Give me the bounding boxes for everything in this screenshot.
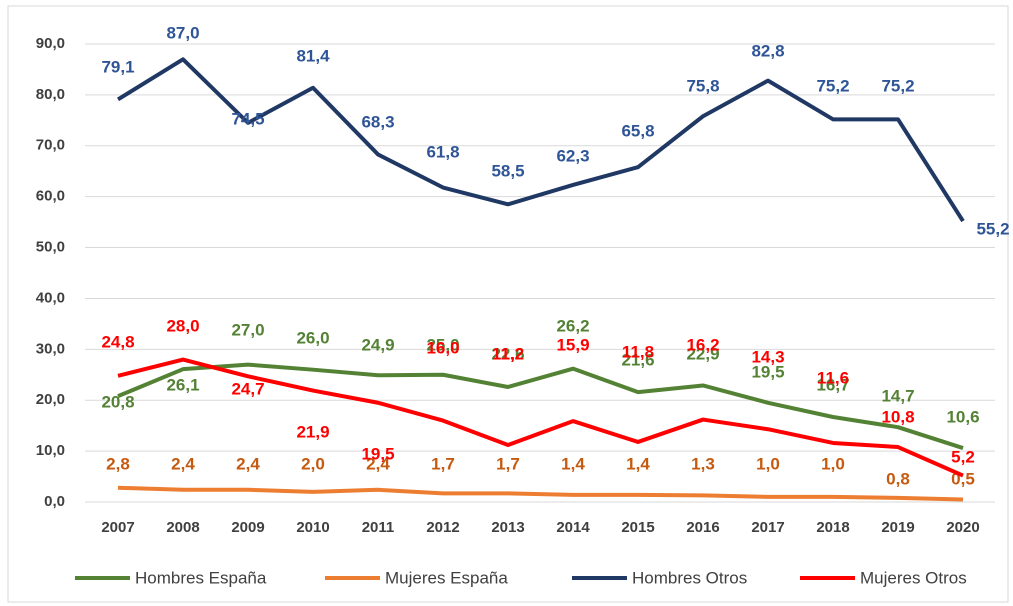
data-label: 26,1: [166, 375, 199, 394]
data-label: 81,4: [296, 46, 330, 65]
x-tick-label: 2016: [686, 519, 719, 536]
y-tick-label: 60,0: [36, 188, 65, 205]
data-label: 5,2: [951, 447, 975, 466]
x-tick-label: 2013: [491, 519, 524, 536]
data-label: 11,2: [492, 344, 524, 363]
data-label: 11,6: [817, 368, 849, 387]
x-tick-label: 2010: [296, 519, 329, 536]
data-label: 21,9: [296, 422, 329, 441]
data-label: 2,8: [106, 454, 130, 473]
data-label: 19,5: [751, 362, 784, 381]
data-label: 14,7: [881, 386, 914, 405]
y-tick-label: 90,0: [36, 35, 65, 52]
data-label: 2,0: [301, 454, 325, 473]
data-label: 22,9: [686, 344, 719, 363]
y-tick-label: 50,0: [36, 239, 65, 256]
data-label: 24,8: [101, 332, 134, 351]
x-tick-label: 2019: [881, 519, 914, 536]
legend-label: Mujeres Otros: [860, 568, 967, 587]
data-label: 2,4: [236, 454, 260, 473]
data-label: 25,0: [426, 335, 459, 354]
y-tick-label: 70,0: [36, 137, 65, 154]
data-label: 20,8: [101, 392, 134, 411]
data-label: 58,5: [491, 161, 524, 180]
y-tick-label: 0,0: [44, 493, 65, 510]
series-line: [117, 485, 964, 502]
legend-label: Hombres España: [135, 568, 267, 587]
x-tick-label: 2018: [816, 519, 849, 536]
data-label: 24,9: [361, 335, 394, 354]
data-label: 79,1: [101, 57, 134, 76]
x-tick-label: 2015: [621, 519, 654, 536]
data-label: 26,0: [296, 328, 329, 347]
x-tick-label: 2007: [101, 519, 134, 536]
data-label: 16,7: [816, 375, 849, 394]
data-label: 74,5: [231, 109, 264, 128]
data-label: 26,2: [556, 316, 589, 335]
data-label: 1,3: [691, 454, 715, 473]
data-label: 55,2: [976, 219, 1009, 238]
data-label: 19,5: [361, 444, 394, 463]
legend-label: Mujeres España: [385, 568, 508, 587]
series-line: [117, 362, 964, 450]
data-label: 61,8: [426, 142, 459, 161]
data-label: 21,6: [621, 350, 654, 369]
data-label: 27,0: [231, 320, 264, 339]
series-line: [117, 357, 964, 478]
data-label: 14,3: [751, 347, 784, 366]
data-label: 82,8: [751, 41, 784, 60]
data-label: 68,3: [361, 112, 394, 131]
x-tick-label: 2011: [362, 519, 395, 536]
data-label: 15,9: [556, 335, 589, 354]
series-line: [116, 57, 965, 223]
data-label: 1,7: [496, 454, 520, 473]
y-tick-label: 20,0: [36, 391, 65, 408]
data-label: 2,4: [171, 454, 195, 473]
data-label: 65,8: [621, 121, 654, 140]
data-label: 0,8: [886, 469, 910, 488]
x-tick-label: 2020: [946, 519, 979, 536]
y-tick-label: 30,0: [36, 340, 65, 357]
data-label: 2,4: [366, 454, 390, 473]
data-label: 62,3: [556, 146, 589, 165]
x-tick-label: 2008: [166, 519, 199, 536]
data-label: 28,0: [166, 316, 199, 335]
data-label: 16,2: [686, 335, 719, 354]
chart-border: [7, 5, 1009, 603]
data-label: 10,6: [946, 407, 979, 426]
data-label: 1,4: [626, 454, 650, 473]
data-label: 10,8: [881, 407, 914, 426]
y-tick-label: 10,0: [36, 442, 65, 459]
x-tick-label: 2017: [751, 519, 784, 536]
data-label: 1,0: [756, 454, 780, 473]
y-tick-label: 40,0: [36, 289, 65, 306]
y-tick-label: 80,0: [36, 86, 65, 103]
data-label: 75,2: [816, 76, 849, 95]
data-label: 1,4: [561, 454, 585, 473]
data-label: 1,7: [431, 454, 455, 473]
x-tick-label: 2012: [426, 519, 459, 536]
data-label: 75,8: [686, 76, 719, 95]
data-label: 24,7: [231, 379, 264, 398]
data-label: 16,0: [426, 338, 459, 357]
x-tick-label: 2009: [231, 519, 264, 536]
data-label: 11,8: [622, 342, 654, 361]
data-label: 87,0: [166, 23, 199, 42]
data-label: 1,0: [821, 454, 845, 473]
data-label: 22,6: [491, 344, 524, 363]
x-tick-label: 2014: [556, 519, 590, 536]
data-label: 75,2: [881, 76, 914, 95]
legend-label: Hombres Otros: [632, 568, 747, 587]
